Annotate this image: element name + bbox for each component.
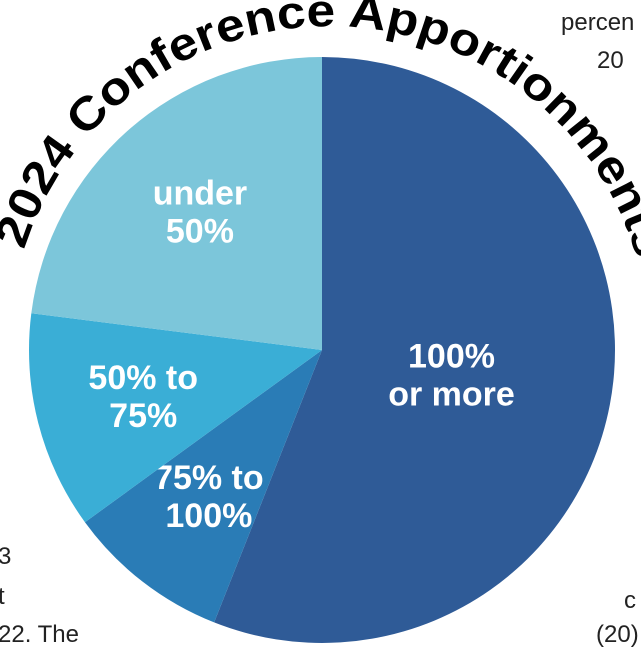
slice-label-line: 100% [408, 338, 495, 376]
slice-label: 75% to 100% [154, 459, 264, 535]
pie-slice [29, 313, 323, 523]
background-text: percen [561, 9, 634, 36]
slice-label: under 50% [153, 175, 247, 251]
slice-label-line: 50% [166, 213, 234, 251]
background-text: 20 [597, 47, 624, 74]
background-text: t [0, 583, 5, 610]
slice-label: 100% or more [388, 338, 515, 414]
pie-slice [214, 57, 616, 644]
slice-label-line: 75% to [154, 459, 264, 497]
background-text: 3 [0, 543, 11, 570]
slice-label: 50% to 75% [88, 359, 198, 435]
background-text: c [624, 587, 636, 614]
slice-label-line: or more [388, 376, 515, 414]
pie-slice [31, 57, 322, 350]
pie-slice [84, 350, 322, 623]
background-text: 22. The [0, 621, 79, 647]
slice-label-line: 100% [165, 497, 252, 535]
slice-label-line: 75% [109, 397, 177, 435]
background-text: (20) [596, 621, 639, 647]
slice-label-line: 50% to [88, 359, 198, 397]
slice-label-line: under [153, 175, 247, 213]
